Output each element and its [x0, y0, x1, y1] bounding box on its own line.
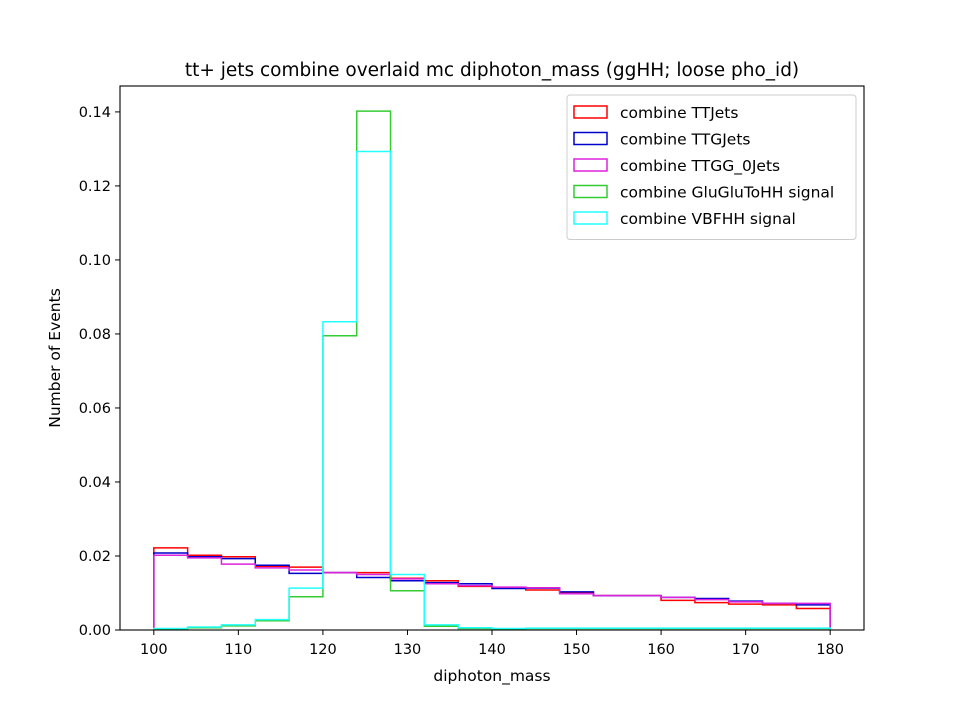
legend-swatch [573, 131, 608, 146]
y-axis-label: Number of Events [46, 288, 64, 428]
legend-swatch [573, 105, 608, 119]
y-axis: 0.00 0.02 0.04 0.06 0.08 0.10 0.12 0.14 [79, 105, 120, 639]
legend-entry-label: combine VBFHH signal [620, 210, 796, 228]
y-tick-label: 0.14 [79, 105, 111, 121]
series-line-3 [153, 554, 831, 630]
legend-swatch [573, 211, 608, 225]
y-tick-label: 0.10 [79, 253, 111, 269]
x-tick-label: 170 [732, 642, 760, 658]
x-tick-label: 140 [478, 642, 506, 658]
legend-entry-label: combine TTJets [620, 104, 738, 122]
legend-entry-label: combine GluGluToHH signal [620, 184, 834, 202]
x-tick-label: 110 [225, 642, 253, 658]
legend-swatch [573, 184, 608, 199]
x-tick-label: 100 [140, 642, 168, 658]
chart-title: tt+ jets combine overlaid mc diphoton_ma… [185, 60, 799, 81]
x-tick-label: 120 [309, 642, 337, 658]
x-axis-label: diphoton_mass [433, 667, 550, 686]
y-tick-label: 0.08 [79, 327, 111, 343]
y-tick-label: 0.02 [79, 549, 111, 565]
x-tick-label: 130 [394, 642, 422, 658]
x-axis: 100 110 120 130 140 150 160 170 180 [140, 630, 844, 658]
x-tick-label: 180 [816, 642, 844, 658]
legend-entry-label: combine TTGG_0Jets [620, 157, 780, 176]
x-tick-label: 150 [563, 642, 591, 658]
plot-area [153, 110, 831, 630]
legend-frame [566, 94, 857, 240]
legend: combine TTJets combine TTGJets combine TTG… [566, 94, 857, 240]
y-tick-label: 0.04 [79, 475, 111, 491]
legend-swatch [573, 158, 608, 172]
y-tick-label: 0.06 [79, 401, 111, 417]
x-tick-label: 160 [647, 642, 675, 658]
y-tick-label: 0.00 [79, 623, 111, 639]
series-line-5 [153, 150, 831, 630]
legend-entry-label: combine TTGJets [620, 131, 750, 149]
y-tick-label: 0.12 [79, 179, 111, 195]
